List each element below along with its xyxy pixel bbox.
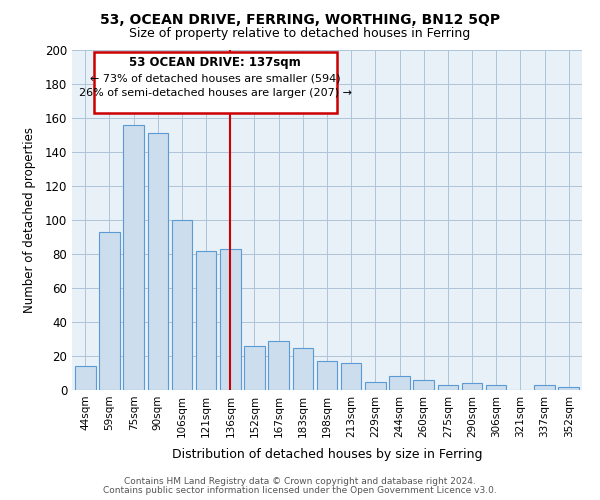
Text: 26% of semi-detached houses are larger (207) →: 26% of semi-detached houses are larger (… <box>79 88 352 99</box>
Bar <box>75 366 95 390</box>
Bar <box>486 385 506 390</box>
Bar <box>172 220 192 390</box>
Bar <box>341 363 361 390</box>
Text: Contains public sector information licensed under the Open Government Licence v3: Contains public sector information licen… <box>103 486 497 495</box>
Text: Size of property relative to detached houses in Ferring: Size of property relative to detached ho… <box>130 28 470 40</box>
Text: ← 73% of detached houses are smaller (594): ← 73% of detached houses are smaller (59… <box>90 73 341 83</box>
Bar <box>462 383 482 390</box>
X-axis label: Distribution of detached houses by size in Ferring: Distribution of detached houses by size … <box>172 448 482 461</box>
Bar <box>293 348 313 390</box>
Bar <box>413 380 434 390</box>
Bar <box>196 250 217 390</box>
Bar <box>317 361 337 390</box>
Bar <box>437 385 458 390</box>
Bar <box>389 376 410 390</box>
Bar <box>99 232 120 390</box>
Bar <box>559 386 579 390</box>
Bar <box>268 340 289 390</box>
Bar <box>365 382 386 390</box>
Bar <box>148 134 168 390</box>
FancyBboxPatch shape <box>94 52 337 113</box>
Y-axis label: Number of detached properties: Number of detached properties <box>23 127 37 313</box>
Bar <box>244 346 265 390</box>
Bar <box>534 385 555 390</box>
Bar <box>220 249 241 390</box>
Text: 53, OCEAN DRIVE, FERRING, WORTHING, BN12 5QP: 53, OCEAN DRIVE, FERRING, WORTHING, BN12… <box>100 12 500 26</box>
Text: 53 OCEAN DRIVE: 137sqm: 53 OCEAN DRIVE: 137sqm <box>130 56 301 69</box>
Bar <box>124 125 144 390</box>
Text: Contains HM Land Registry data © Crown copyright and database right 2024.: Contains HM Land Registry data © Crown c… <box>124 477 476 486</box>
